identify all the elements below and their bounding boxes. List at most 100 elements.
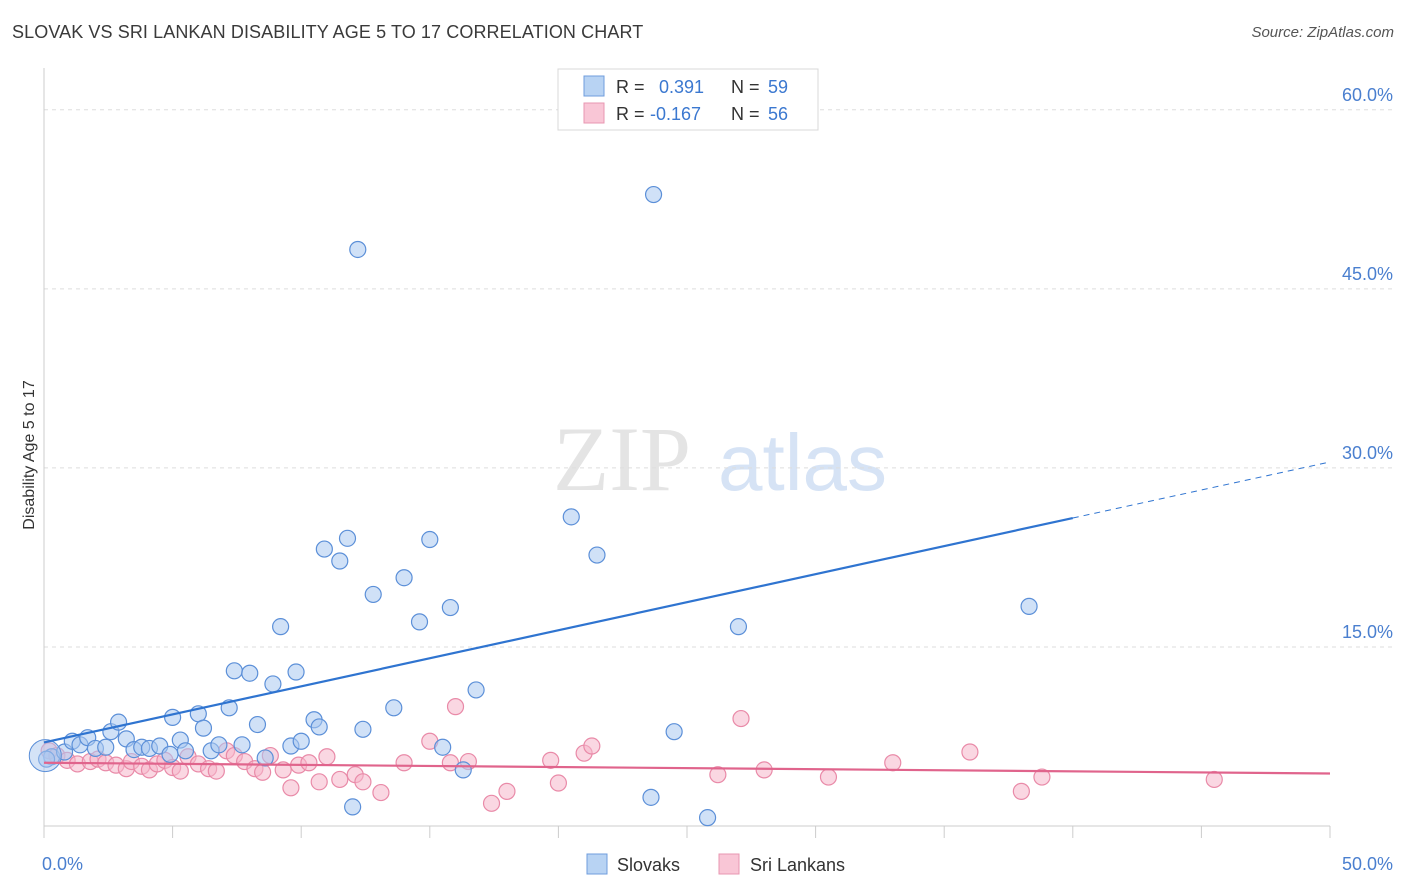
sri-lankan-point [372, 783, 390, 802]
sri-lankan-point [254, 763, 272, 781]
slovak-r-value: 0.391 [659, 77, 704, 97]
sri-lankan-point [1205, 770, 1223, 789]
sri-lankan-point [282, 779, 300, 797]
sri-lankan-point [331, 770, 349, 789]
slovak-point [410, 613, 429, 631]
slovak-point [395, 569, 413, 587]
slovak-point [421, 530, 439, 549]
srilankan-r-value: -0.167 [650, 104, 701, 124]
slovak-point [210, 736, 228, 754]
sri-lankan-point [961, 743, 979, 761]
chart-title: SLOVAK VS SRI LANKAN DISABILITY AGE 5 TO… [12, 22, 644, 42]
sri-lankan-point [300, 754, 318, 772]
slovak-point [441, 598, 459, 617]
srilankan-n-label: N = [731, 104, 760, 124]
x-tick-label-max: 50.0% [1342, 854, 1393, 874]
x-tick-label-min: 0.0% [42, 854, 83, 874]
y-axis-label: Disability Age 5 to 17 [21, 380, 38, 530]
slovak-trend-extension [1072, 461, 1331, 519]
slovak-point [310, 718, 328, 736]
slovak-point [97, 738, 115, 756]
srilankan-r-label: R = [616, 104, 645, 124]
watermark-zip: ZIP [553, 408, 691, 510]
slovak-point [225, 662, 243, 680]
slovak-n-label: N = [731, 77, 760, 97]
slovak-point [434, 738, 452, 756]
sri-lankan-point [446, 698, 465, 716]
slovak-point [729, 618, 748, 636]
sri-lankan-point [171, 762, 189, 780]
sri-lankan-point [709, 766, 727, 784]
slovak-trend-line [43, 516, 1074, 744]
srilankan-swatch [583, 102, 605, 124]
sri-lankan-point [310, 773, 328, 791]
y-tick-labels: 15.0% 30.0% 45.0% 60.0% [1342, 85, 1393, 642]
slovak-point [241, 664, 259, 682]
sri-lankan-point [884, 754, 902, 772]
slovak-point [665, 723, 683, 741]
y-tick-label: 30.0% [1342, 443, 1393, 463]
slovak-r-label: R = [616, 77, 645, 97]
slovak-n-value: 59 [768, 77, 788, 97]
gridlines [44, 109, 1392, 648]
sri-lankan-point [207, 762, 225, 780]
slovak-point [338, 529, 357, 547]
sri-lankan-point [542, 751, 560, 769]
sri-lankan-point [318, 748, 336, 766]
sri-lankan-point [395, 754, 413, 772]
sri-lankan-point [482, 794, 501, 812]
slovak-point [161, 745, 179, 763]
slovak-point [349, 240, 367, 259]
slovak-point [562, 508, 580, 526]
slovak-point [467, 681, 485, 699]
legend-srilankans-swatch [718, 853, 740, 875]
sri-lankan-point [583, 737, 601, 755]
slovak-point [642, 788, 660, 806]
slovak-point [315, 540, 333, 558]
source-credit: Source: ZipAtlas.com [1251, 24, 1394, 41]
slovak-point [385, 699, 403, 717]
y-tick-label: 60.0% [1342, 85, 1393, 105]
y-tick-label: 15.0% [1342, 622, 1393, 642]
x-ticks [43, 826, 1331, 838]
y-tick-label: 45.0% [1342, 264, 1393, 284]
slovak-swatch [583, 75, 605, 97]
slovak-point-cluster [28, 739, 62, 773]
sri-lankan-point [498, 782, 516, 800]
sri-lankan-point [549, 774, 568, 792]
slovak-point [698, 809, 717, 827]
watermark-atlas: atlas [718, 418, 887, 507]
slovak-point [176, 742, 195, 760]
slovak-point [644, 185, 663, 204]
slovak-point [264, 675, 282, 693]
slovak-point [354, 720, 372, 738]
slovak-point [588, 546, 606, 564]
legend-srilankans-label: Sri Lankans [750, 855, 845, 875]
slovak-point [194, 719, 213, 737]
slovak-point [272, 618, 290, 636]
sri-lankan-point [819, 768, 838, 786]
slovak-point [248, 715, 267, 734]
sri-lankan-point [274, 761, 292, 779]
slovak-point [344, 798, 362, 816]
trend-lines [43, 461, 1331, 775]
srilankan-trend-line [43, 761, 1331, 775]
slovak-point [1020, 597, 1038, 615]
slovak-point [233, 736, 251, 754]
srilankan-n-value: 56 [768, 104, 788, 124]
sri-lankan-point [732, 709, 750, 728]
slovak-point [292, 732, 310, 750]
series-legend: Slovaks Sri Lankans [586, 853, 845, 875]
legend-slovaks-swatch [586, 853, 608, 875]
slovak-point [331, 552, 349, 570]
slovak-point [364, 585, 382, 604]
slovak-point [287, 663, 305, 681]
legend-slovaks-label: Slovaks [617, 855, 680, 875]
slovak-point [454, 761, 472, 779]
slovak-point [164, 708, 182, 726]
sri-lankan-point [1012, 782, 1030, 800]
sri-lankan-point [354, 773, 372, 791]
sri-lankan-point [1033, 768, 1051, 786]
slovak-point [256, 749, 274, 767]
stats-legend: R = 0.391 N = 59 R = -0.167 N = 56 [557, 68, 819, 131]
